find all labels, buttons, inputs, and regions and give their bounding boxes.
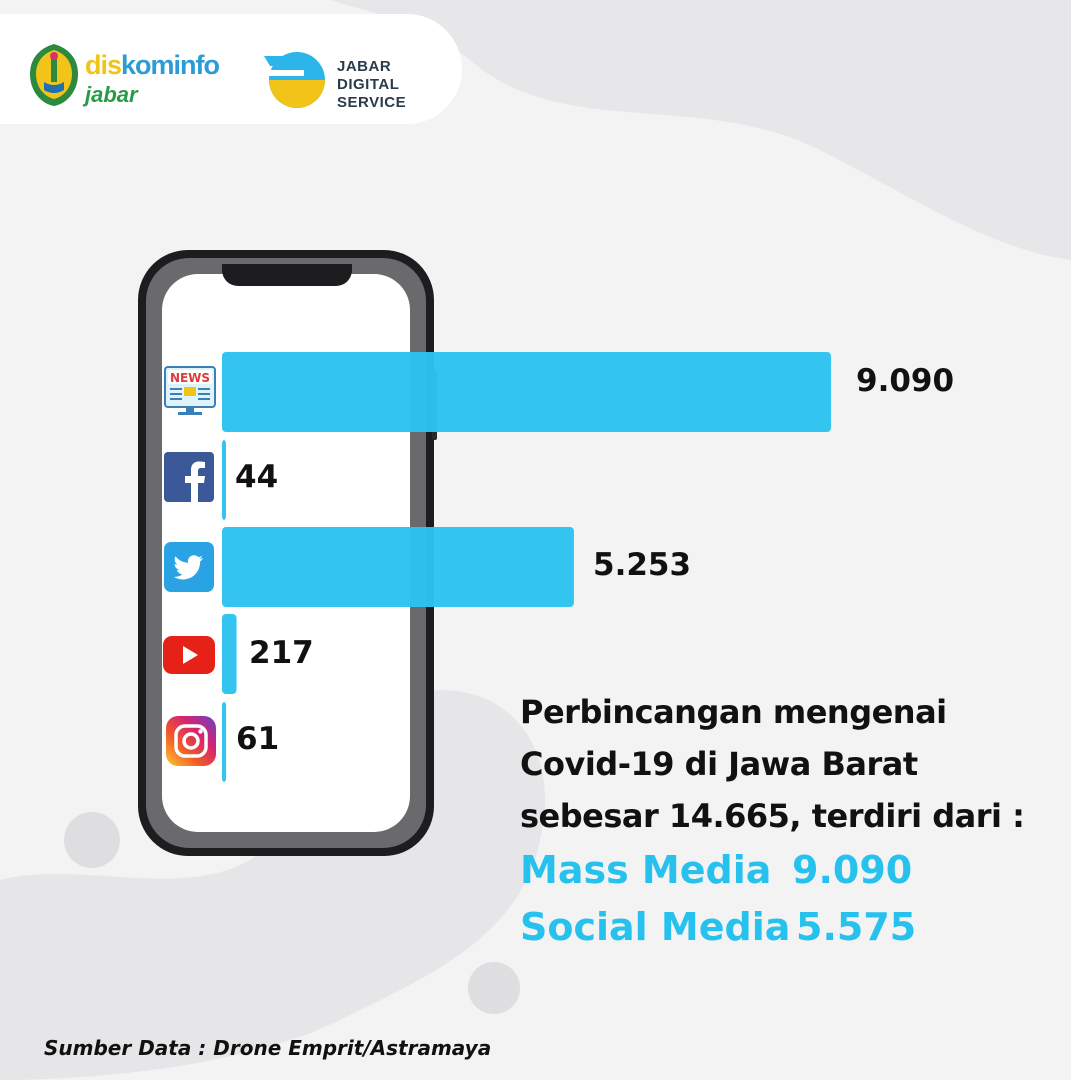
- jabar-digital-service-logo-icon: [264, 52, 325, 108]
- jabar-line2: DIGITAL: [337, 76, 400, 93]
- west-java-emblem-icon: [30, 44, 78, 106]
- diskominfo-sub-text: jabar: [85, 82, 138, 107]
- bar-youtube: [222, 614, 237, 694]
- value-label-instagram: 61: [236, 721, 280, 757]
- social-media-row: Social Media 5.575: [520, 899, 1060, 956]
- summary-block: Perbincangan mengenai Covid-19 di Jawa B…: [520, 686, 1060, 956]
- diskominfo-logo-text: diskominfo: [85, 50, 220, 80]
- facebook-icon: [164, 452, 214, 502]
- summary-line-1: Perbincangan mengenai: [520, 693, 947, 731]
- mass-media-label: Mass Media: [520, 848, 772, 892]
- summary-line-3: sebesar 14.665, terdiri dari :: [520, 797, 1025, 835]
- bar-twitter: [222, 527, 574, 607]
- svg-text:NEWS: NEWS: [170, 371, 210, 385]
- mass-media-value: 9.090: [792, 848, 913, 892]
- value-label-twitter: 5.253: [593, 547, 692, 583]
- value-label-facebook: 44: [235, 459, 279, 495]
- bar-instagram: [222, 702, 227, 782]
- jabar-line1: JABAR: [337, 58, 392, 75]
- phone-notch: [222, 264, 352, 286]
- value-label-youtube: 217: [249, 635, 314, 671]
- value-label-news: 9.090: [856, 363, 955, 399]
- jabar-line3: SERVICE: [337, 94, 407, 111]
- instagram-icon: [166, 716, 216, 766]
- social-media-label: Social Media: [520, 905, 791, 949]
- summary-line-2: Covid-19 di Jawa Barat: [520, 745, 918, 783]
- youtube-icon: [163, 636, 215, 674]
- header-logo-bar: diskominfo jabar JABAR DIGITAL SERVICE: [0, 14, 462, 124]
- diskominfo-prefix: dis: [85, 50, 122, 80]
- bar-news: [222, 352, 831, 432]
- mass-media-row: Mass Media 9.090: [520, 842, 1060, 899]
- twitter-icon: [164, 542, 214, 592]
- bar-facebook: [222, 440, 226, 520]
- data-source-note: Sumber Data : Drone Emprit/Astramaya: [44, 1036, 492, 1060]
- diskominfo-suffix: kominfo: [121, 50, 220, 80]
- news-icon: NEWS: [164, 366, 216, 415]
- social-media-value: 5.575: [796, 905, 917, 949]
